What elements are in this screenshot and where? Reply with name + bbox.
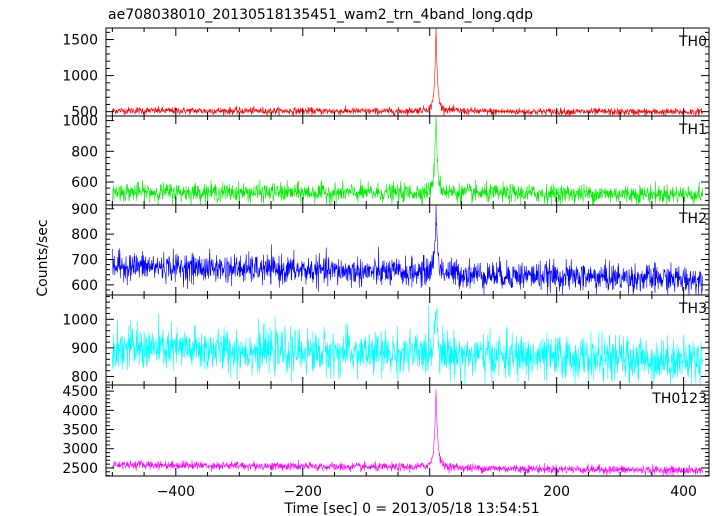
x-tick-label: 0 (425, 484, 434, 500)
y-tick-label: 1000 (62, 312, 98, 328)
x-axis: −400 −200 0 200 400 (157, 484, 697, 500)
x-axis-label: Time [sec] 0 = 2013/05/18 13:54:51 (283, 501, 539, 516)
y-tick-label: 500 (71, 105, 98, 121)
chart-title: ae708038010_20130518135451_wam2_trn_4ban… (108, 7, 533, 23)
band-label-th1: TH1 (678, 122, 707, 138)
series-line-th1 (112, 116, 703, 205)
panel-th0123: 2500 3000 3500 4000 4500 TH0123 (62, 384, 710, 477)
y-tick-label: 1500 (62, 33, 98, 49)
panel-frame (105, 204, 710, 296)
panel-th3: 800 900 1000 TH3 (62, 294, 710, 386)
x-tick-label: 400 (670, 484, 697, 500)
y-tick-label: 3000 (62, 442, 98, 458)
y-tick-label: 800 (71, 369, 98, 385)
y-tick-label: 1000 (62, 69, 98, 85)
y-tick-label: 600 (71, 278, 98, 294)
y-tick-label: 800 (71, 227, 98, 243)
panel-frame (105, 294, 710, 386)
band-label-th2: TH2 (678, 211, 707, 227)
x-tick-label: 200 (543, 484, 570, 500)
y-tick-label: 4500 (62, 384, 98, 400)
y-tick-label: 2500 (62, 461, 98, 477)
y-axis-label: Counts/sec (35, 219, 51, 296)
series-line-th0 (112, 28, 703, 116)
y-tick-label: 4000 (62, 403, 98, 419)
y-tick-label: 900 (71, 341, 98, 357)
y-tick-label: 700 (71, 253, 98, 269)
y-tick-label: 800 (71, 144, 98, 160)
series-line-th2 (112, 205, 703, 295)
y-tick-label: 1000 (62, 114, 98, 130)
y-tick-label: 3500 (62, 423, 98, 439)
panel-th1: 600 800 1000 TH1 (62, 114, 710, 206)
band-label-th0: TH0 (678, 34, 707, 50)
x-tick-label: −400 (157, 484, 195, 500)
band-label-th3: TH3 (678, 301, 707, 317)
band-label-th0123: TH0123 (651, 391, 707, 407)
x-tick-label: −200 (284, 484, 322, 500)
y-tick-label: 900 (71, 202, 98, 218)
series-line-th3 (112, 305, 703, 385)
panel-th0: 500 1000 1500 TH0 (62, 27, 710, 121)
panel-th2: 600 700 800 900 TH2 (71, 202, 710, 296)
panel-frame (105, 27, 710, 117)
y-tick-label: 600 (71, 175, 98, 191)
panel-frame (105, 384, 710, 477)
series-line-th0123 (112, 389, 703, 476)
